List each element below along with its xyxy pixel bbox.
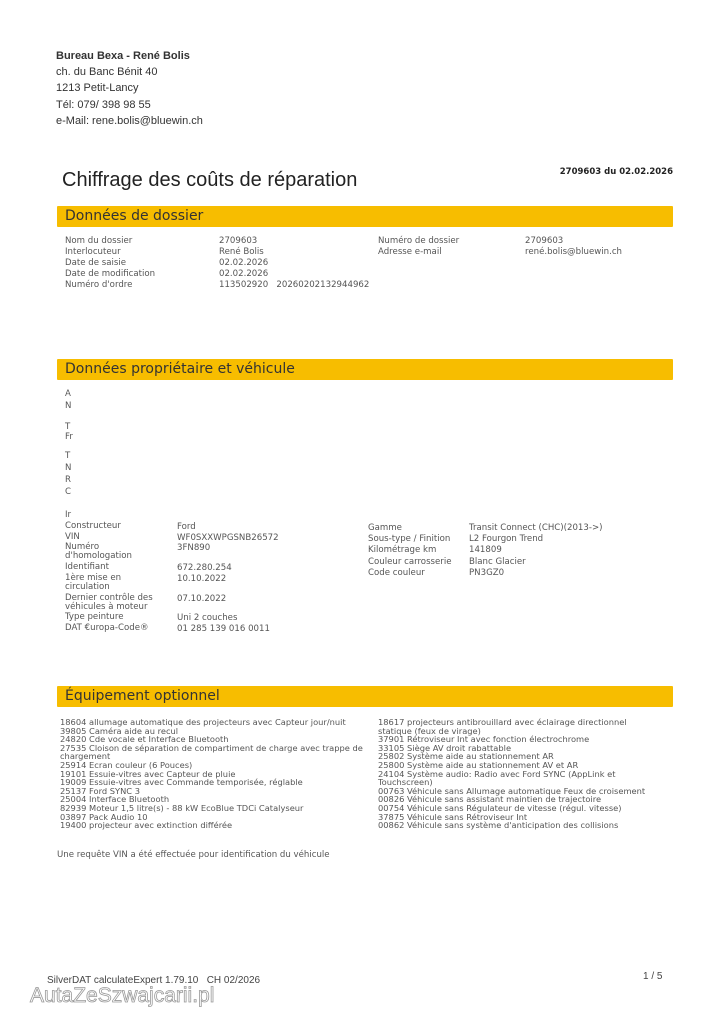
section-heading: Données propriétaire et véhicule: [65, 361, 295, 377]
equipment-item: 19101 Essuie-vitres avec Capteur de plui…: [60, 768, 236, 779]
sender-email: e-Mail: rene.bolis@bluewin.ch: [56, 115, 203, 127]
equipment-item: 25914 Ecran couleur (6 Pouces): [60, 759, 193, 770]
field-value: Transit Connect (CHC)(2013->): [469, 523, 603, 533]
equipment-item: 03897 Pack Audio 10: [60, 811, 148, 822]
field-label: Gamme: [368, 523, 402, 533]
equipment-item: 00754 Véhicule sans Régulateur de vitess…: [378, 802, 622, 813]
field-label: Numéro de dossier: [378, 236, 460, 246]
page-number: 1 / 5: [643, 971, 663, 982]
field-label: Adresse e-mail: [378, 247, 442, 257]
field-value: 3FN890: [177, 543, 211, 553]
field-value: 672.280.254: [177, 563, 232, 573]
field-label: Numéro d'ordre: [65, 280, 133, 290]
equipment-item: 19400 projecteur avec extinction différé…: [60, 820, 233, 831]
equipment-item: 18604 allumage automatique des projecteu…: [60, 717, 346, 727]
field-value: PN3GZ0: [469, 568, 505, 578]
truncated-label: N: [65, 463, 72, 473]
equipment-list-right: 18617 projecteurs antibrouillard avec éc…: [378, 718, 663, 830]
field-label: Constructeur: [65, 521, 121, 531]
truncated-label: Fr: [65, 432, 73, 442]
equipment-item: 25800 Système aide au stationnement AV e…: [378, 759, 579, 770]
field-value: 113502920 20260202132944962: [219, 280, 370, 290]
field-value: 02.02.2026: [219, 258, 269, 268]
reference-number: 2709603 du 02.02.2026: [559, 167, 673, 177]
truncated-label: N: [65, 401, 72, 411]
equipment-item: 25004 Interface Bluetooth: [60, 794, 170, 805]
field-value: 141809: [469, 545, 502, 555]
truncated-label: Ir: [65, 510, 72, 520]
field-label: Date de modification: [65, 269, 156, 279]
sender-phone: Tél: 079/ 398 98 55: [56, 99, 151, 111]
field-value: René Bolis: [219, 247, 264, 257]
field-label: Sous-type / Finition: [368, 534, 451, 544]
page-title: Chiffrage des coûts de réparation: [62, 169, 358, 191]
equipment-item: 18617 projecteurs antibrouillard avec éc…: [378, 717, 627, 736]
equipment-item: 00826 Véhicule sans assistant maintien d…: [378, 794, 602, 805]
section-bar-dossier: Données de dossier: [57, 206, 673, 227]
sender-city: 1213 Petit-Lancy: [56, 82, 139, 94]
equipment-item: 37901 Rétroviseur Int avec fonction élec…: [378, 734, 590, 745]
equipment-item: 82939 Moteur 1,5 litre(s) - 88 kW EcoBlu…: [60, 802, 304, 813]
field-value: 10.10.2022: [177, 574, 227, 584]
footer-software: SilverDAT calculateExpert 1.79.10 CH 02/…: [47, 975, 261, 986]
field-value: WF0SXXWPGSNB26572: [177, 533, 279, 543]
field-label: Type peinture: [65, 612, 124, 622]
equipment-item: 25137 Ford SYNC 3: [60, 785, 141, 796]
section-heading: Données de dossier: [65, 208, 204, 224]
sender-street: ch. du Banc Bénit 40: [56, 66, 158, 78]
field-value: Ford: [177, 522, 196, 532]
section-heading: Équipement optionnel: [65, 688, 220, 704]
equipment-item: 00763 Véhicule sans Allumage automatique…: [378, 785, 646, 796]
field-value: rené.bolis@bluewin.ch: [525, 247, 622, 257]
field-value: Uni 2 couches: [177, 613, 238, 623]
field-label: Numéro d'homologation: [65, 542, 132, 561]
field-label: Date de saisie: [65, 258, 127, 268]
equipment-item: 19009 Essuie-vitres avec Commande tempor…: [60, 777, 303, 788]
watermark: AutaZeSzwajcarii.pl: [30, 984, 215, 1008]
equipment-item: 33105 Siège AV droit rabattable: [378, 742, 512, 753]
section-bar-vehicle: Données propriétaire et véhicule: [57, 359, 673, 380]
equipment-item: 27535 Cloison de séparation de compartim…: [60, 742, 363, 762]
equipment-item: 00862 Véhicule sans système d'anticipati…: [378, 820, 619, 831]
field-label: Kilométrage km: [368, 545, 437, 555]
equipment-list-left: 18604 allumage automatique des projecteu…: [60, 718, 370, 830]
truncated-label: A: [65, 389, 71, 399]
vin-note: Une requête VIN a été effectuée pour ide…: [57, 850, 330, 860]
equipment-item: 24820 Cde vocale et Interface Bluetooth: [60, 734, 229, 745]
sender-name: Bureau Bexa - René Bolis: [56, 50, 190, 62]
field-value: 02.02.2026: [219, 269, 269, 279]
truncated-label: R: [65, 475, 71, 485]
field-value: L2 Fourgon Trend: [469, 534, 544, 544]
field-label: 1ère mise en circulation: [65, 573, 122, 592]
field-label: DAT €uropa-Code®: [65, 623, 149, 633]
field-value: 2709603: [525, 236, 564, 246]
field-value: 07.10.2022: [177, 594, 227, 604]
truncated-label: C: [65, 487, 72, 497]
equipment-item: 39805 Caméra aide au recul: [60, 725, 179, 736]
truncated-label: T: [65, 451, 71, 461]
field-value: Blanc Glacier: [469, 557, 526, 567]
field-value: 2709603: [219, 236, 258, 246]
field-value: 01 285 139 016 0011: [177, 624, 270, 634]
field-label: Identifiant: [65, 562, 109, 572]
equipment-item: 25802 Système aide au stationnement AR: [378, 751, 554, 762]
field-label: Dernier contrôle des véhicules à moteur: [65, 593, 153, 612]
field-label: Code couleur: [368, 568, 425, 578]
truncated-label: T: [65, 422, 71, 432]
field-label: Interlocuteur: [65, 247, 121, 257]
field-label: Couleur carrosserie: [368, 557, 452, 567]
field-label: VIN: [65, 532, 80, 542]
section-bar-equipment: Équipement optionnel: [57, 686, 673, 707]
equipment-item: 24104 Système audio: Radio avec Ford SYN…: [378, 768, 616, 788]
field-label: Nom du dossier: [65, 236, 133, 246]
equipment-item: 37875 Véhicule sans Rétroviseur Int: [378, 811, 528, 822]
